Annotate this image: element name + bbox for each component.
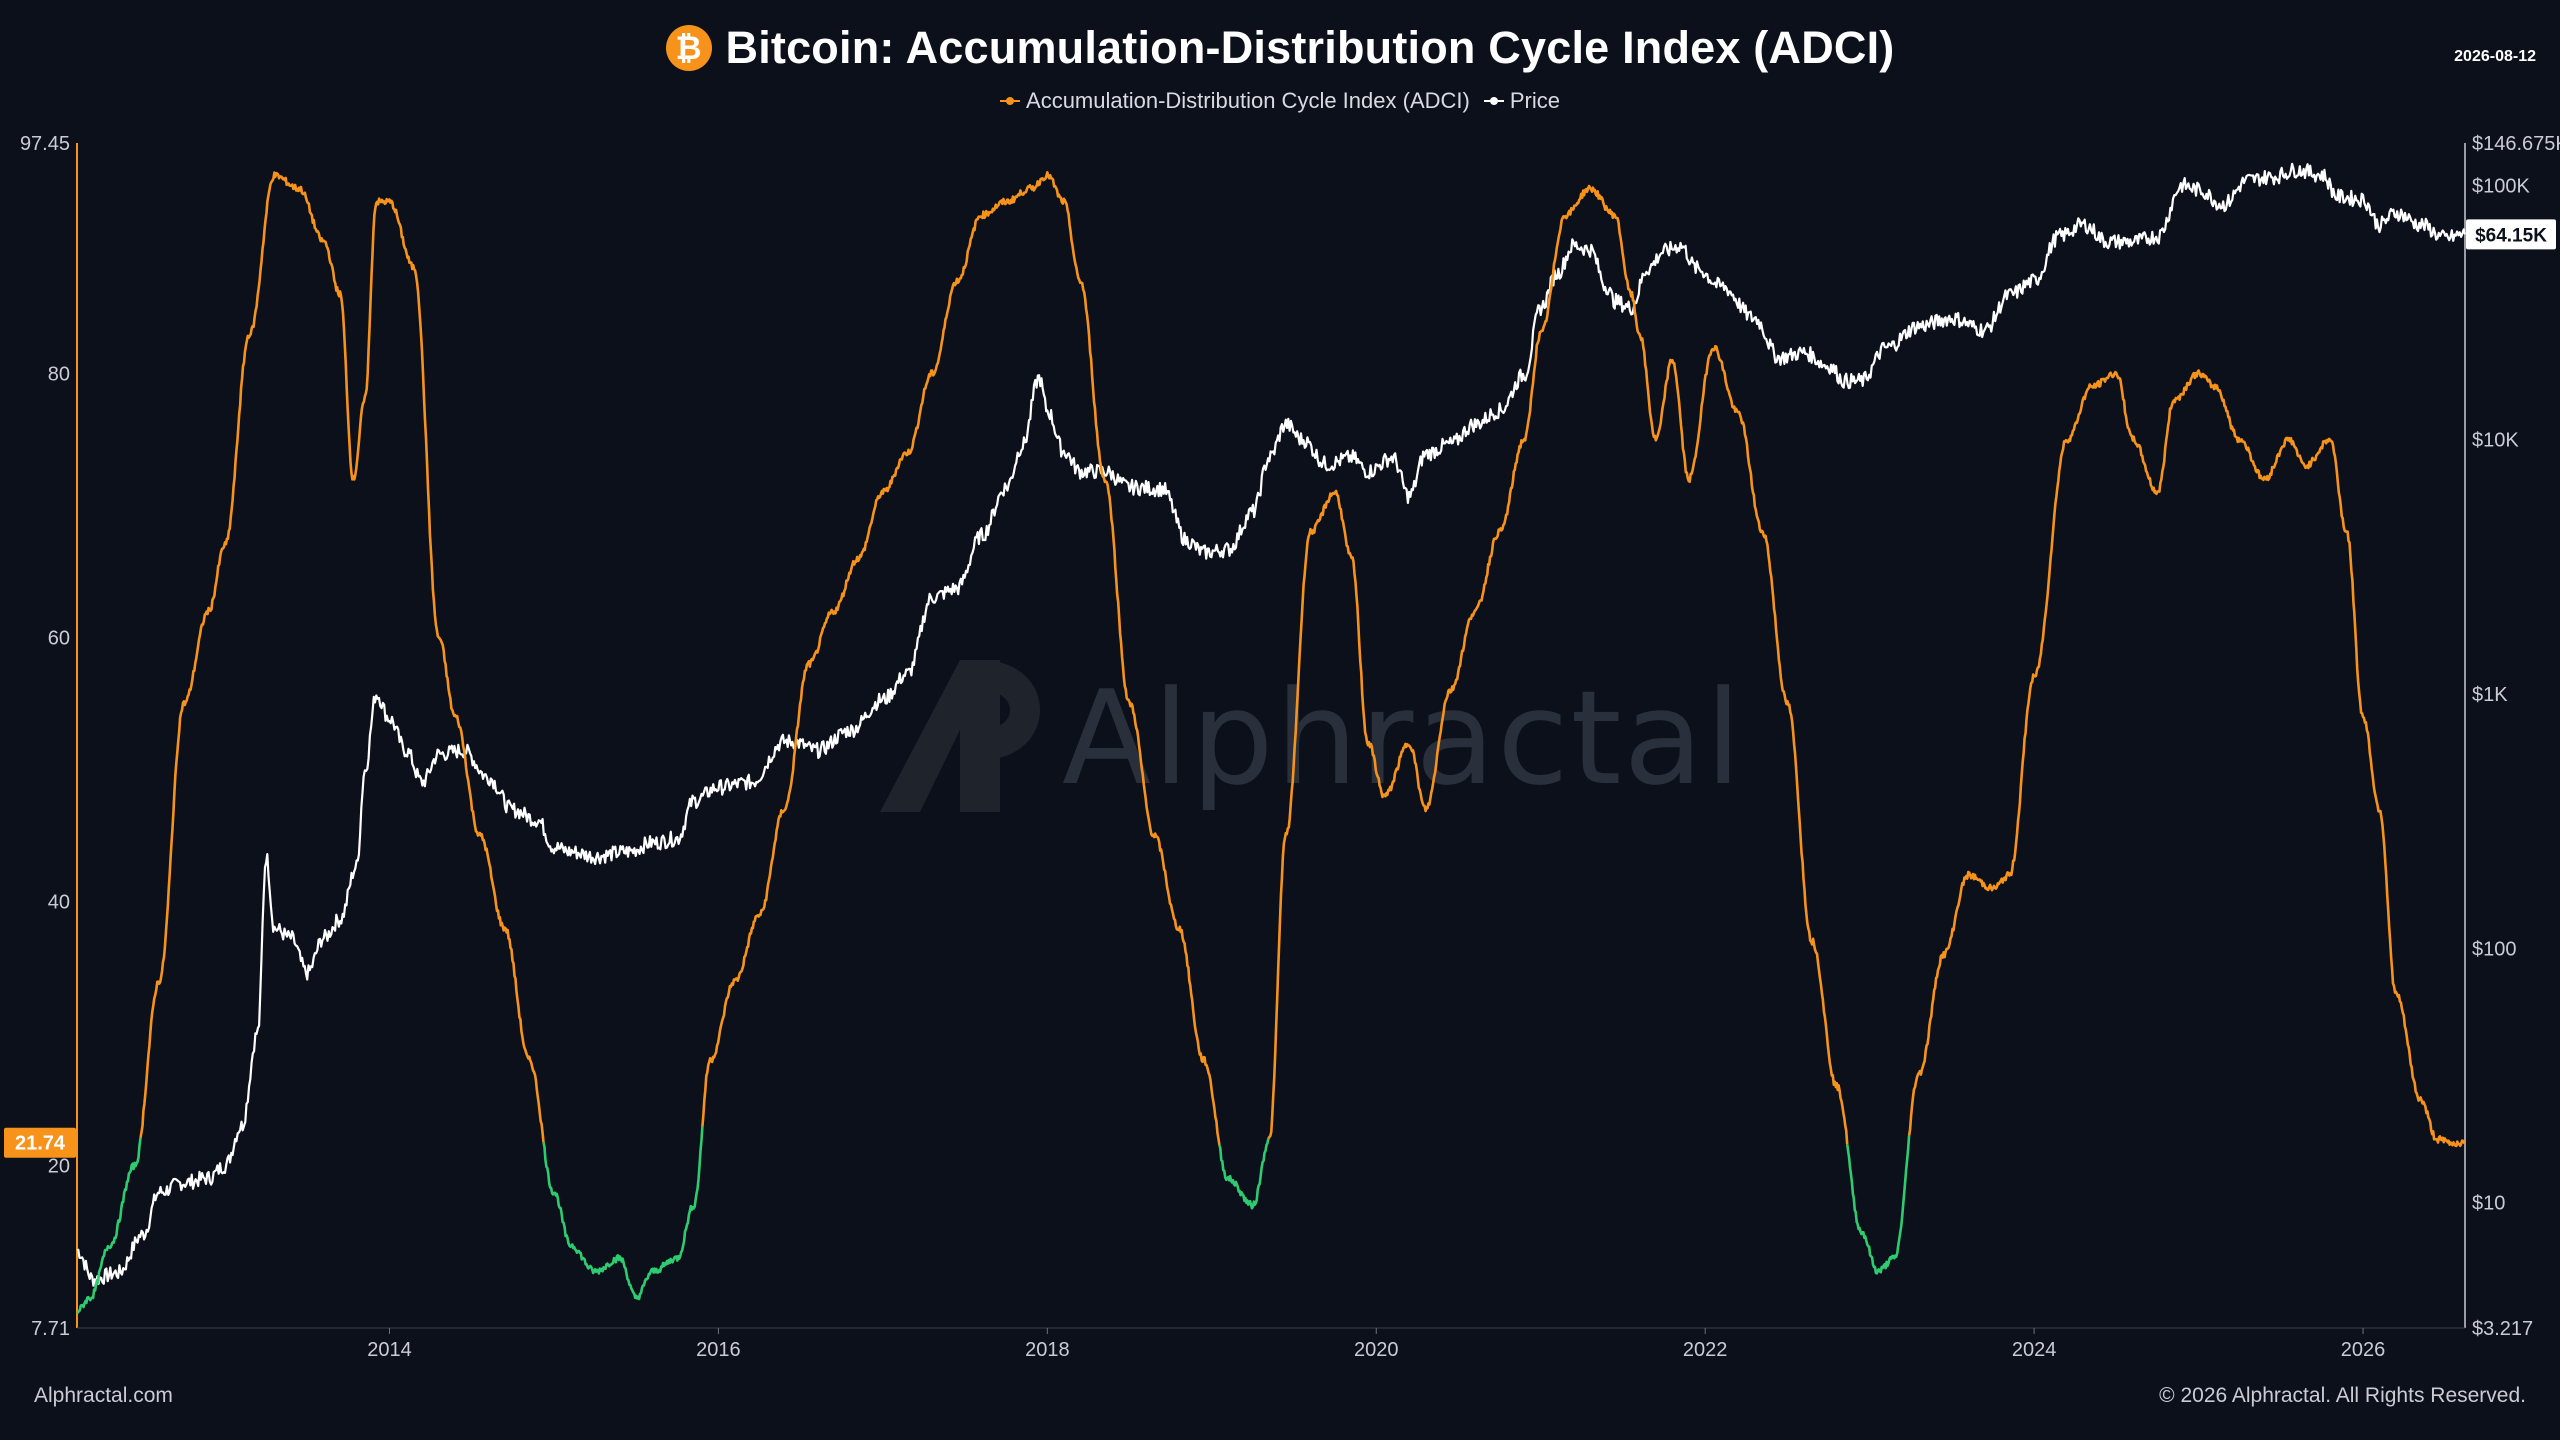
watermark-logo-icon (880, 660, 1040, 812)
adci-segment (139, 171, 545, 1143)
x-tick-label: 2022 (1683, 1339, 1728, 1361)
legend-label-price: Price (1509, 88, 1560, 113)
right-tick-label: $3.217 (2472, 1318, 2533, 1340)
adci-low-zone-segment (76, 1137, 142, 1314)
legend-label-adci: Accumulation-Distribution Cycle Index (A… (1026, 88, 1470, 113)
date-stamp: 2026-08-12 (2454, 48, 2536, 65)
adci-low-zone-segment (1218, 1138, 1270, 1210)
legend: Accumulation-Distribution Cycle Index (A… (0, 86, 2560, 116)
adci-segment (1907, 369, 2466, 1148)
legend-item-adci[interactable]: Accumulation-Distribution Cycle Index (A… (1000, 88, 1470, 114)
x-axis-ticks: 2014 2016 2018 2020 2022 2024 2026 (367, 1328, 2385, 1361)
legend-item-price[interactable]: Price (1483, 88, 1560, 114)
right-tick-label: $10 (2472, 1193, 2505, 1215)
value-badges: 21.74 $64.15K (4, 219, 2556, 1158)
x-tick-label: 2016 (696, 1339, 741, 1361)
footer-site[interactable]: Alphractal.com (34, 1384, 173, 1407)
x-tick-label: 2020 (1354, 1339, 1399, 1361)
x-tick-label: 2014 (367, 1339, 412, 1361)
x-tick-label: 2024 (2012, 1339, 2057, 1361)
x-tick-label: 2026 (2341, 1339, 2386, 1361)
adci-low-zone-segment (1845, 1135, 1911, 1275)
right-tick-label: $1K (2472, 684, 2508, 706)
right-tick-label: $100K (2472, 175, 2530, 197)
right-tick-label: $10K (2472, 430, 2519, 452)
title-group: ₿ Bitcoin: Accumulation-Distribution Cyc… (665, 22, 1895, 74)
left-axis-ticks: 97.45 80 60 40 20 7.71 (20, 133, 70, 1340)
chart-header: ₿ Bitcoin: Accumulation-Distribution Cyc… (0, 18, 2560, 78)
right-tick-label: $146.675K (2472, 133, 2560, 155)
x-tick-label: 2018 (1025, 1339, 1070, 1361)
price-current-value: $64.15K (2475, 225, 2547, 246)
legend-swatch-adci-icon (1000, 96, 1021, 106)
adci-current-value: 21.74 (15, 1133, 66, 1155)
left-tick-label: 7.71 (31, 1318, 70, 1340)
right-axis-ticks: $146.675K $100K $10K $1K $100 $10 $3.217 (2472, 133, 2560, 1340)
price-line (76, 162, 2467, 1287)
adci-series (76, 171, 2466, 1314)
left-tick-label: 80 (48, 363, 70, 385)
left-tick-label: 40 (48, 892, 70, 914)
watermark: Alphractal (1062, 662, 1744, 814)
adci-low-zone-segment (542, 1126, 704, 1301)
bitcoin-icon: ₿ (665, 25, 712, 71)
adci-segment (1267, 184, 1849, 1145)
adci-current-badge (4, 1127, 76, 1158)
price-current-badge (2466, 219, 2556, 250)
footer-copyright: © 2026 Alphractal. All Rights Reserved. (2159, 1384, 2526, 1407)
right-tick-label: $100 (2472, 938, 2517, 960)
left-tick-label: 97.45 (20, 133, 70, 155)
left-tick-label: 60 (48, 628, 70, 650)
price-series (76, 162, 2467, 1287)
left-tick-label: 20 (48, 1156, 70, 1178)
legend-swatch-price-icon (1483, 96, 1504, 106)
chart-title: Bitcoin: Accumulation-Distribution Cycle… (725, 22, 1895, 73)
adci-segment (701, 171, 1221, 1146)
